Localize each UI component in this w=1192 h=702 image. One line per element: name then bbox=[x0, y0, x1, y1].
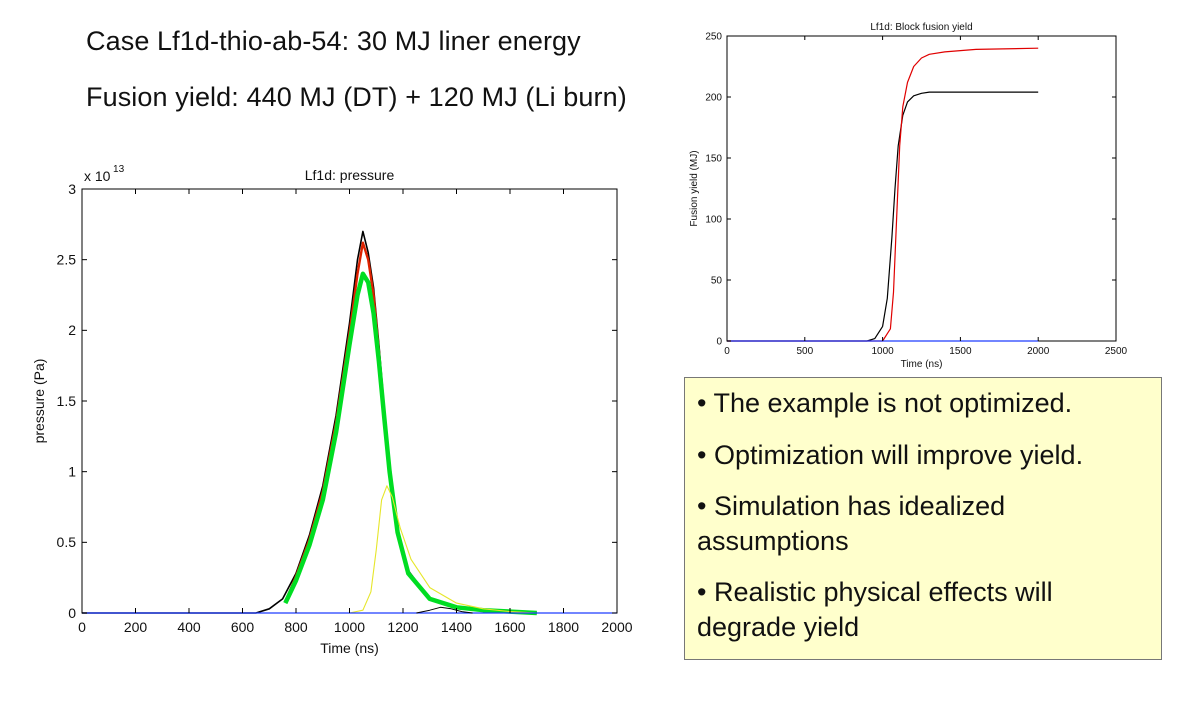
x-tick-label: 600 bbox=[231, 619, 255, 635]
y-tick-label: 2.5 bbox=[57, 252, 77, 268]
y-tick-label: 0 bbox=[716, 337, 722, 348]
x-tick-label: 800 bbox=[284, 619, 308, 635]
series-line-red bbox=[727, 47, 1039, 342]
slide-heading-yield: Fusion yield: 440 MJ (DT) + 120 MJ (Li b… bbox=[86, 82, 627, 112]
chart-title: Lf1d: Block fusion yield bbox=[870, 22, 972, 33]
x-tick-label: 1500 bbox=[949, 346, 972, 357]
x-tick-label: 0 bbox=[78, 619, 86, 635]
x-tick-label: 400 bbox=[177, 619, 201, 635]
y-tick-label: 1.5 bbox=[57, 393, 77, 409]
x-axis-label: Time (ns) bbox=[320, 640, 379, 656]
x-tick-label: 2000 bbox=[1027, 346, 1050, 357]
x-tick-label: 1800 bbox=[548, 619, 579, 635]
x-tick-label: 200 bbox=[124, 619, 148, 635]
x-axis-label: Time (ns) bbox=[901, 359, 943, 370]
note-optimization: • Optimization will improve yield. bbox=[697, 439, 1084, 470]
chart-title: Lf1d: pressure bbox=[305, 167, 395, 183]
note-physical-effects: • Realistic physical effects will degrad… bbox=[697, 577, 1053, 642]
x-tick-label: 2500 bbox=[1105, 346, 1128, 357]
x-tick-label: 2000 bbox=[601, 619, 632, 635]
plot-frame bbox=[726, 35, 1117, 342]
x-tick-label: 500 bbox=[796, 346, 813, 357]
y-tick-label: 3 bbox=[68, 181, 76, 197]
x-tick-label: 1600 bbox=[494, 619, 525, 635]
plot-frame bbox=[81, 188, 618, 614]
series-line-black-secondary bbox=[416, 606, 473, 614]
y-tick-label: 200 bbox=[705, 93, 722, 104]
y-tick-label: 2 bbox=[68, 322, 76, 338]
x-tick-label: 1200 bbox=[387, 619, 418, 635]
slide-heading-case: Case Lf1d-thio-ab-54: 30 MJ liner energy bbox=[86, 26, 581, 56]
y-multiplier-label: x 10 bbox=[84, 168, 111, 184]
y-axis-label: pressure (Pa) bbox=[31, 359, 47, 444]
y-tick-label: 150 bbox=[705, 154, 722, 165]
note-not-optimized: • The example is not optimized. bbox=[697, 388, 1073, 418]
x-tick-label: 1400 bbox=[441, 619, 472, 635]
y-axis-label: Fusion yield (MJ) bbox=[689, 150, 700, 226]
x-tick-label: 1000 bbox=[334, 619, 365, 635]
y-tick-label: 250 bbox=[705, 32, 722, 43]
series-line-yellow bbox=[349, 485, 537, 614]
y-tick-label: 1 bbox=[68, 464, 76, 480]
y-tick-label: 0 bbox=[68, 605, 76, 621]
series-line-green bbox=[283, 271, 537, 616]
x-tick-label: 0 bbox=[724, 346, 730, 357]
note-idealized: • Simulation has idealized assumptions bbox=[697, 491, 1006, 556]
y-tick-label: 0.5 bbox=[57, 534, 77, 550]
notes-box: • The example is not optimized. • Optimi… bbox=[684, 377, 1162, 660]
y-tick-label: 50 bbox=[711, 276, 723, 287]
x-tick-label: 1000 bbox=[871, 346, 894, 357]
y-exponent-label: 13 bbox=[113, 164, 125, 175]
y-tick-label: 100 bbox=[705, 215, 722, 226]
